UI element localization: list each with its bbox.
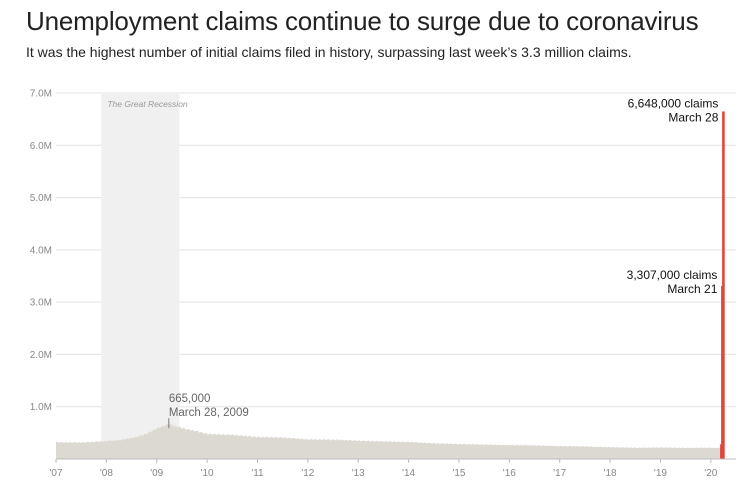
x-tick-label-6: '13 <box>352 468 365 479</box>
y-tick-label-6: 7.0M <box>30 89 52 100</box>
x-tick-label-1: '08 <box>100 468 113 479</box>
claims-area <box>56 423 721 459</box>
chart-title: Unemployment claims continue to surge du… <box>26 6 699 36</box>
recession-band: The Great Recession <box>101 93 188 459</box>
x-tick-label-13: '20 <box>704 468 717 479</box>
annotation-2-value: 6,648,000 claims <box>628 96 719 110</box>
peak-2009-value: 665,000 <box>169 393 211 405</box>
claims-bars <box>720 111 725 459</box>
annotation-1-value: 3,307,000 claims <box>627 268 718 282</box>
x-tick-label-9: '16 <box>503 468 516 479</box>
peak-2009-date: March 28, 2009 <box>169 407 249 419</box>
x-tick-label-0: '07 <box>49 468 62 479</box>
y-axis: 1.0M 2.0M 3.0M 4.0M 5.0M 6.0M 7.0M <box>30 89 52 414</box>
baseline-claims-area <box>56 423 721 459</box>
y-tick-label-4: 5.0M <box>30 193 52 204</box>
y-tick-label-2: 3.0M <box>30 298 52 309</box>
x-tick-label-3: '10 <box>201 468 214 479</box>
chart-subtitle: It was the highest number of initial cla… <box>26 44 632 60</box>
annotation-2-date: March 28 <box>668 110 718 124</box>
x-tick-label-2: '09 <box>150 468 163 479</box>
y-tick-label-3: 4.0M <box>30 245 52 256</box>
spike-bar-2 <box>722 111 725 459</box>
x-tick-label-12: '19 <box>654 468 667 479</box>
x-tick-label-5: '12 <box>301 468 314 479</box>
y-tick-label-0: 1.0M <box>30 402 52 413</box>
annotation-1-date: March 21 <box>667 282 717 296</box>
recession-shading <box>101 93 180 459</box>
x-tick-label-8: '15 <box>452 468 465 479</box>
x-tick-label-11: '18 <box>604 468 617 479</box>
x-tick-label-7: '14 <box>402 468 415 479</box>
x-tick-label-10: '17 <box>553 468 566 479</box>
x-tick-label-4: '11 <box>251 468 264 479</box>
y-tick-label-1: 2.0M <box>30 350 52 361</box>
recession-label: The Great Recession <box>107 99 188 109</box>
y-tick-label-5: 6.0M <box>30 141 52 152</box>
x-axis: '07 '08 '09 '10 '11 '12 '13 '14 '15 '16 '17 '18 '19 '… <box>49 458 736 479</box>
